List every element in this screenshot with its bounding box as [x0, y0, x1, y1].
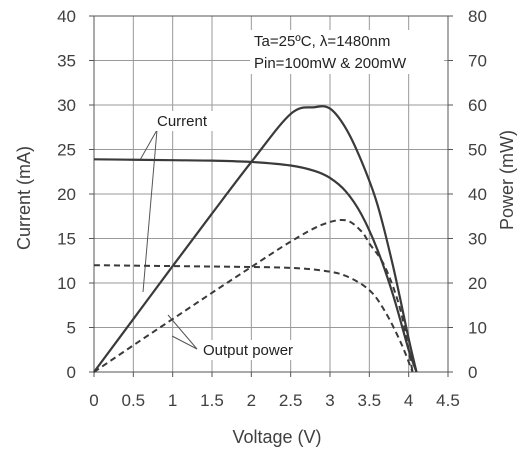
y-right-tick-label: 80	[468, 7, 487, 26]
y-left-tick-label: 20	[57, 185, 76, 204]
x-tick-label: 3	[325, 391, 334, 410]
y-right-tick-label: 20	[468, 274, 487, 293]
power-200mw-line	[93, 105, 418, 373]
y-right-tick-label: 70	[468, 52, 487, 71]
current-100mw-dashed-line	[93, 264, 414, 373]
current-100mw-line	[93, 158, 418, 373]
x-tick-label: 0.5	[122, 391, 146, 410]
x-tick-label: 2.5	[279, 391, 303, 410]
ticks: 0 0.5 1 1.5 2 2.5 3 3.5 4 4.5 0 5 10 15 20 25 30 35 40 0 10 2…	[57, 7, 487, 410]
y-axis-right-title: Power (mW)	[497, 130, 517, 230]
power-100mw-dashed-line	[93, 218, 414, 373]
y-left-tick-label: 30	[57, 96, 76, 115]
conditions-line-1: Ta=25ºC, λ=1480nm	[254, 33, 390, 50]
y-left-tick-label: 40	[57, 7, 76, 26]
x-tick-label: 2	[247, 391, 256, 410]
x-tick-label: 0	[89, 391, 98, 410]
y-right-tick-label: 10	[468, 319, 487, 338]
y-right-tick-label: 40	[468, 185, 487, 204]
label-leader-line	[171, 335, 198, 350]
y-left-tick-label: 0	[67, 363, 76, 382]
label-leader-line	[167, 314, 198, 350]
y-left-tick-label: 5	[67, 319, 76, 338]
y-axis-left-title: Current (mA)	[14, 146, 34, 250]
x-axis-title: Voltage (V)	[232, 427, 321, 447]
output-power-label-bg	[199, 340, 317, 360]
grid-lines	[94, 16, 448, 372]
y-right-tick-label: 50	[468, 141, 487, 160]
y-right-tick-label: 30	[468, 230, 487, 249]
x-tick-label: 4.5	[436, 391, 460, 410]
series-group	[93, 105, 418, 373]
y-left-tick-label: 35	[57, 52, 76, 71]
x-tick-label: 4	[404, 391, 413, 410]
label-leader-line	[142, 129, 158, 293]
label-leader-lines	[139, 129, 198, 350]
x-tick-label: 3.5	[358, 391, 382, 410]
y-left-tick-label: 15	[57, 230, 76, 249]
y-left-tick-label: 10	[57, 274, 76, 293]
x-tick-label: 1.5	[200, 391, 224, 410]
y-left-tick-label: 25	[57, 141, 76, 160]
label-leader-line	[139, 129, 158, 161]
y-right-tick-label: 60	[468, 96, 487, 115]
current-label: Current	[157, 113, 208, 130]
output-power-label: Output power	[203, 342, 293, 359]
conditions-line-2: Pin=100mW & 200mW	[254, 55, 407, 72]
conditions-box	[250, 30, 444, 74]
current-label-bg	[154, 111, 220, 131]
y-right-tick-label: 0	[468, 363, 477, 382]
x-tick-label: 1	[168, 391, 177, 410]
